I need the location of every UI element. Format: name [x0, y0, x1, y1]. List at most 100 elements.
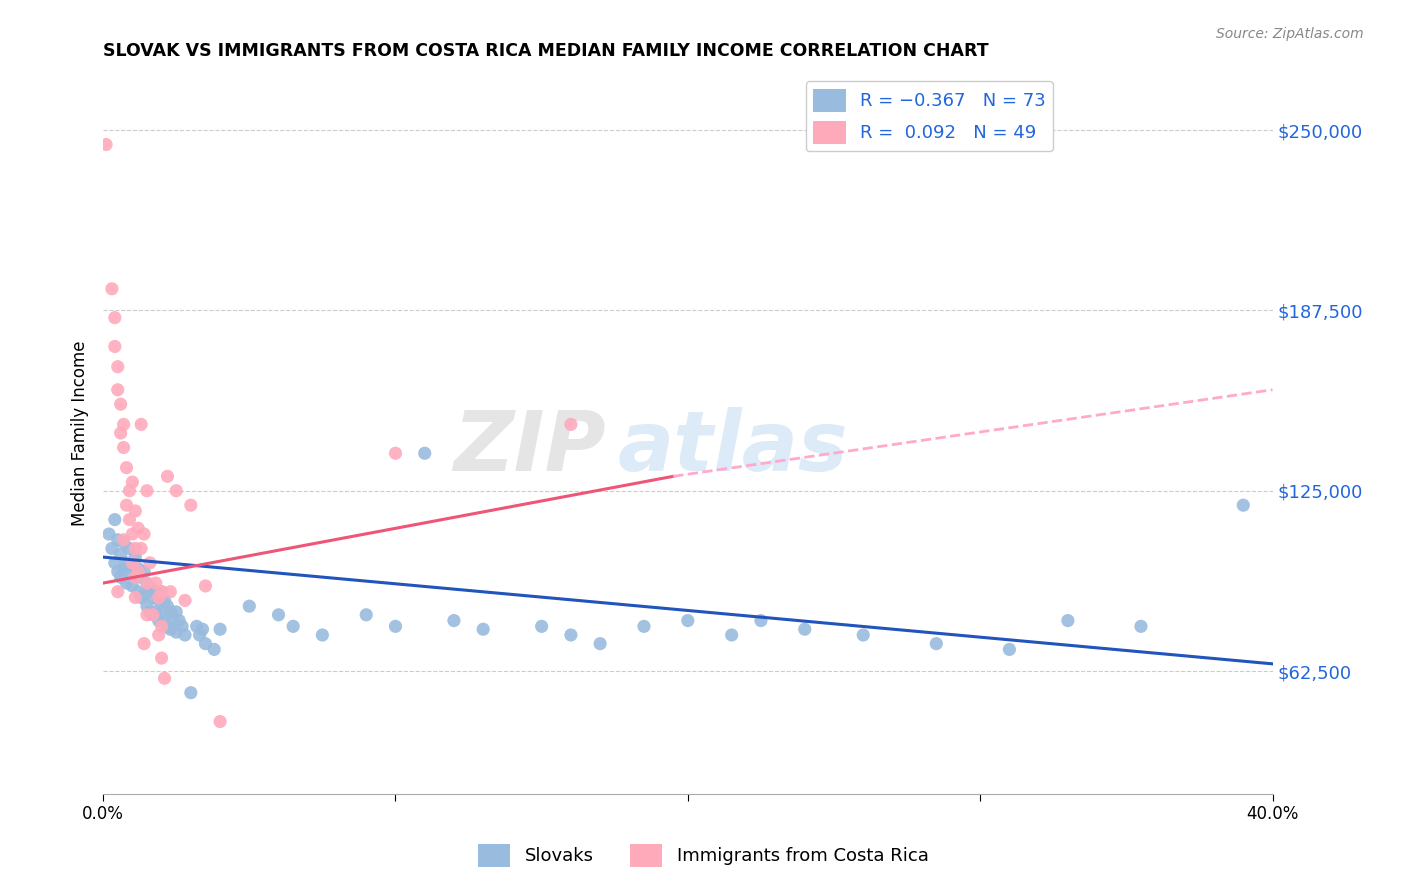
Point [136, 576, 159, 591]
Point [121, 527, 143, 541]
Text: ZIP: ZIP [453, 407, 606, 488]
Point [129, 570, 152, 584]
Point [110, 397, 132, 411]
Point [167, 614, 190, 628]
Point [150, 605, 173, 619]
Point [1129, 619, 1152, 633]
Point [132, 588, 155, 602]
Legend: Slovaks, Immigrants from Costa Rica: Slovaks, Immigrants from Costa Rica [471, 837, 935, 874]
Point [127, 521, 149, 535]
Point [180, 686, 202, 700]
Point [124, 550, 146, 565]
Point [148, 591, 170, 605]
Point [150, 651, 173, 665]
Point [186, 619, 208, 633]
Point [104, 310, 127, 325]
Point [104, 556, 127, 570]
Point [589, 637, 612, 651]
Point [150, 584, 173, 599]
Point [142, 591, 165, 605]
Point [443, 614, 465, 628]
Point [110, 547, 132, 561]
Point [150, 619, 173, 633]
Point [101, 541, 124, 556]
Point [132, 527, 155, 541]
Point [124, 570, 146, 584]
Point [148, 614, 170, 628]
Point [165, 483, 187, 498]
Point [124, 541, 146, 556]
Point [191, 622, 214, 636]
Point [238, 599, 260, 614]
Point [107, 383, 129, 397]
Point [142, 607, 165, 622]
Point [101, 282, 124, 296]
Point [384, 446, 406, 460]
Legend: R = −0.367   N = 73, R =  0.092   N = 49: R = −0.367 N = 73, R = 0.092 N = 49 [806, 81, 1053, 152]
Point [145, 576, 167, 591]
Point [676, 614, 699, 628]
Point [148, 628, 170, 642]
Point [139, 605, 162, 619]
Point [283, 619, 305, 633]
Point [153, 614, 176, 628]
Point [560, 417, 582, 432]
Point [852, 628, 875, 642]
Point [139, 556, 162, 570]
Point [107, 584, 129, 599]
Point [115, 556, 138, 570]
Point [129, 591, 152, 605]
Point [188, 628, 211, 642]
Point [115, 576, 138, 591]
Point [115, 498, 138, 512]
Point [633, 619, 655, 633]
Point [530, 619, 553, 633]
Point [749, 614, 772, 628]
Point [112, 533, 135, 547]
Point [107, 565, 129, 579]
Point [180, 498, 202, 512]
Text: SLOVAK VS IMMIGRANTS FROM COSTA RICA MEDIAN FAMILY INCOME CORRELATION CHART: SLOVAK VS IMMIGRANTS FROM COSTA RICA MED… [103, 42, 988, 60]
Point [94, 137, 117, 152]
Point [110, 570, 132, 584]
Point [136, 599, 159, 614]
Point [132, 565, 155, 579]
Point [132, 637, 155, 651]
Point [145, 605, 167, 619]
Point [1057, 614, 1080, 628]
Point [112, 417, 135, 432]
Point [129, 417, 152, 432]
Point [156, 469, 179, 483]
Point [153, 671, 176, 685]
Point [194, 637, 217, 651]
Point [202, 642, 225, 657]
Point [127, 561, 149, 575]
Point [118, 483, 141, 498]
Y-axis label: Median Family Income: Median Family Income [72, 341, 89, 525]
Point [124, 591, 146, 605]
Point [124, 570, 146, 584]
Point [107, 533, 129, 547]
Point [159, 622, 181, 636]
Point [118, 513, 141, 527]
Point [354, 607, 377, 622]
Point [165, 605, 187, 619]
Point [311, 628, 333, 642]
Point [159, 584, 181, 599]
Point [121, 556, 143, 570]
Point [98, 527, 121, 541]
Point [118, 541, 141, 556]
Point [156, 619, 179, 633]
Point [156, 599, 179, 614]
Point [209, 622, 232, 636]
Point [127, 565, 149, 579]
Point [384, 619, 406, 633]
Point [136, 483, 159, 498]
Point [136, 607, 159, 622]
Point [165, 625, 187, 640]
Point [148, 593, 170, 607]
Point [472, 622, 495, 636]
Point [153, 593, 176, 607]
Point [127, 584, 149, 599]
Point [145, 584, 167, 599]
